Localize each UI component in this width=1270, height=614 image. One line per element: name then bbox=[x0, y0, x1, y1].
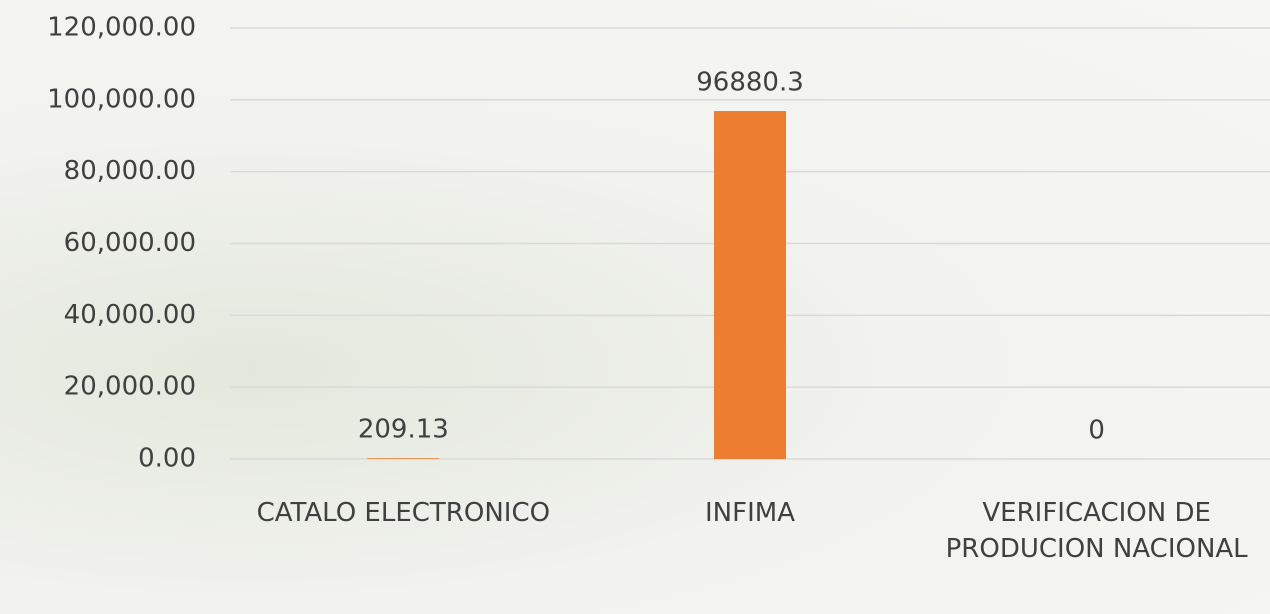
y-tick-label: 60,000.00 bbox=[64, 228, 196, 258]
x-tick-label: VERIFICACION DE PRODUCION NACIONAL bbox=[937, 495, 1257, 567]
bar bbox=[367, 458, 439, 459]
x-tick-label: CATALO ELECTRONICO bbox=[243, 495, 563, 531]
y-tick-label: 20,000.00 bbox=[64, 372, 196, 402]
data-label: 209.13 bbox=[358, 415, 449, 445]
chart-container: 0.00 20,000.00 40,000.00 60,000.00 80,000.00… bbox=[0, 0, 1270, 614]
y-tick-label: 0.00 bbox=[138, 444, 196, 474]
data-label: 96880.3 bbox=[696, 68, 804, 98]
y-tick-label: 120,000.00 bbox=[47, 13, 196, 43]
y-tick-label: 40,000.00 bbox=[64, 300, 196, 330]
data-label: 0 bbox=[1088, 416, 1105, 446]
y-tick-label: 80,000.00 bbox=[64, 156, 196, 186]
x-tick-label: INFIMA bbox=[590, 495, 910, 531]
bar bbox=[714, 111, 786, 459]
y-tick-label: 100,000.00 bbox=[47, 84, 196, 114]
